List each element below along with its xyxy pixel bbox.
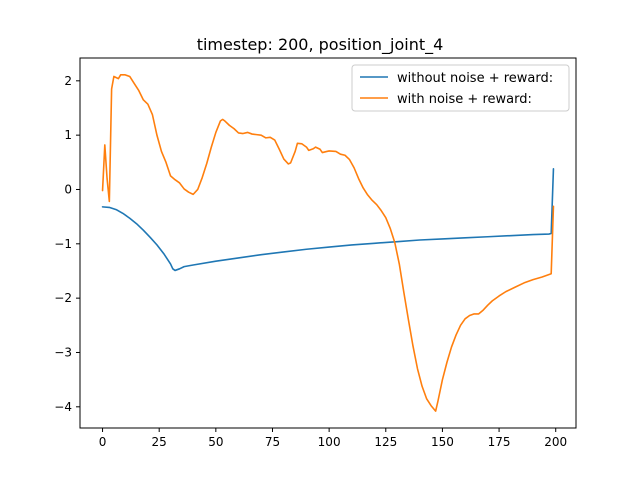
x-tick-label: 25 (152, 435, 167, 449)
x-tick-label: 50 (208, 435, 223, 449)
y-tick-label: 0 (64, 182, 72, 196)
x-axis-ticks: 0 25 50 75 100 125 150 175 200 (99, 428, 567, 449)
y-tick-label: −3 (54, 345, 72, 359)
y-axis-ticks: −4 −3 −2 −1 0 1 2 (54, 74, 80, 414)
series-line-1 (101, 168, 555, 272)
x-tick-label: 0 (99, 435, 107, 449)
y-tick-label: 2 (64, 74, 72, 88)
chart-title: timestep: 200, position_joint_4 (197, 35, 444, 55)
y-tick-label: −2 (54, 291, 72, 305)
series-line-2 (101, 74, 555, 412)
legend-label: with noise + reward: (397, 92, 532, 107)
plot-frame (79, 57, 577, 429)
x-tick-label: 175 (488, 435, 511, 449)
x-tick-label: 75 (265, 435, 280, 449)
x-tick-label: 100 (318, 435, 341, 449)
y-tick-label: 1 (64, 128, 72, 142)
legend: without noise + reward: with noise + rewa… (351, 64, 570, 112)
x-tick-label: 125 (374, 435, 397, 449)
y-tick-label: −4 (54, 400, 72, 414)
x-tick-label: 200 (544, 435, 567, 449)
y-tick-label: −1 (54, 237, 72, 251)
series-lines (101, 74, 555, 412)
legend-box (351, 64, 570, 112)
legend-label: without noise + reward: (397, 71, 553, 86)
x-tick-label: 150 (431, 435, 454, 449)
